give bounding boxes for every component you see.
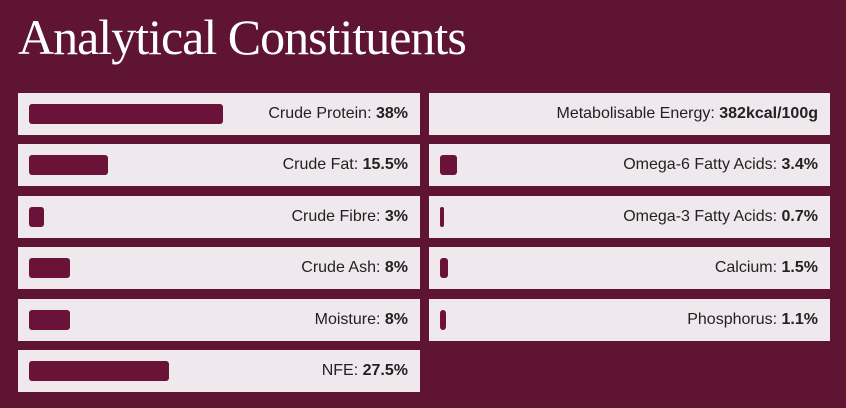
constituent-row: NFE: 27.5% (18, 350, 420, 392)
constituent-value: 8% (384, 259, 408, 277)
label: Crude Fat: 15.5% (283, 144, 408, 186)
constituent-name: NFE: (321, 362, 359, 379)
bar (29, 104, 223, 124)
bar (29, 309, 70, 330)
label: Metabolisable Energy: 382kcal/100g (556, 93, 818, 135)
constituent-row: Metabolisable Energy: 382kcal/100g (429, 93, 830, 135)
constituent-value: 382kcal/100g (719, 105, 818, 122)
label: Omega-6 Fatty Acids: 3.4% (623, 144, 818, 186)
constituent-row: Crude Protein: 38% (18, 93, 420, 135)
constituent-row: Omega-6 Fatty Acids: 3.4% (429, 144, 830, 187)
constituent-name: Metabolisable Energy: (556, 105, 715, 122)
label: Crude Ash: 8% (301, 247, 408, 289)
constituent-name: Omega-3 Fatty Acids: (623, 207, 778, 225)
constituent-row: Moisture: 8% (18, 298, 420, 341)
constituent-row: Omega-3 Fatty Acids: 0.7% (429, 195, 830, 238)
label: Crude Fibre: 3% (292, 196, 409, 238)
constituent-name: Omega-6 Fatty Acids: (623, 156, 778, 174)
constituent-name: Crude Ash: (301, 259, 381, 277)
bar (440, 258, 448, 279)
label: Calcium: 1.5% (715, 247, 818, 289)
constituent-value: 27.5% (362, 362, 408, 379)
constituent-row: Crude Fat: 15.5% (18, 144, 420, 187)
label: Moisture: 8% (315, 299, 408, 341)
constituent-name: Moisture: (314, 310, 381, 328)
constituent-value: 3% (384, 207, 408, 225)
constituent-value: 15.5% (362, 156, 408, 174)
title: Analytical Constituents (18, 9, 467, 65)
constituent-name: Calcium: (714, 259, 778, 277)
bar (29, 361, 170, 381)
constituent-row: Phosphorus: 1.1% (429, 298, 830, 341)
constituent-value: 1.5% (781, 259, 818, 277)
constituent-row: Crude Fibre: 3% (18, 195, 420, 238)
constituent-name: Crude Protein: (268, 105, 372, 122)
constituent-value: 8% (384, 310, 408, 328)
label: Omega-3 Fatty Acids: 0.7% (623, 196, 818, 238)
label: Phosphorus: 1.1% (687, 299, 818, 341)
bar (29, 155, 109, 176)
bar (29, 258, 70, 279)
label: Crude Protein: 38% (268, 93, 408, 135)
bar (440, 155, 458, 176)
constituent-value: 38% (375, 105, 408, 122)
constituent-value: 1.1% (781, 310, 818, 328)
bar (29, 206, 45, 227)
constituent-value: 3.4% (781, 156, 818, 174)
constituent-name: Crude Fat: (282, 156, 359, 174)
label: NFE: 27.5% (322, 350, 408, 392)
bar (440, 206, 444, 227)
bar (440, 309, 446, 330)
constituent-row: Crude Ash: 8% (18, 247, 420, 290)
constituent-row: Calcium: 1.5% (429, 247, 830, 290)
constituent-name: Phosphorus: (687, 310, 778, 328)
constituent-name: Crude Fibre: (291, 207, 381, 225)
constituent-value: 0.7% (781, 207, 818, 225)
